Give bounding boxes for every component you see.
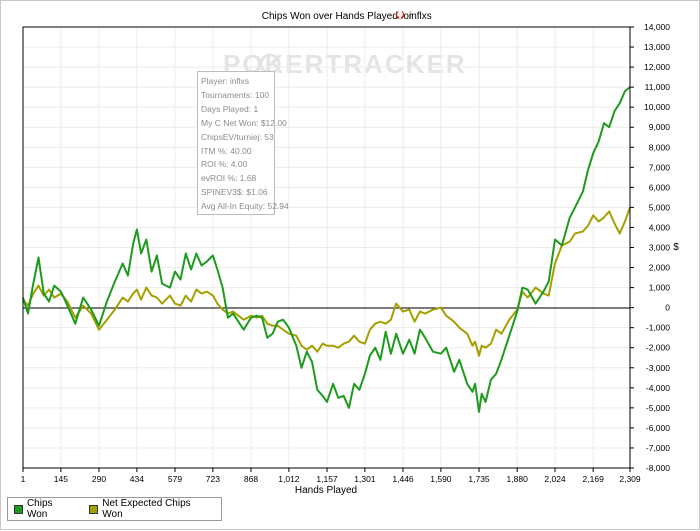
legend-label-chips-won: Chips Won: [26, 498, 53, 520]
x-tick-label: 868: [244, 474, 258, 484]
y-tick-label: 0: [665, 303, 670, 313]
stat-line: My C Net Won: $12.00: [201, 117, 287, 128]
y-axis: 14,000 13,000 12,000 11,000 10,000 9,000 8,000…: [630, 22, 670, 473]
y-tick-label: -7,000: [646, 443, 670, 453]
stat-line: Player: inflxs: [201, 76, 250, 86]
stat-line: Avg All-In Equity: 52.94: [201, 201, 289, 212]
stats-tooltip: Player: inflxs Tournaments: 100 Days Playe…: [197, 71, 289, 215]
stat-line: evROI %: 1.68: [201, 173, 257, 184]
x-axis: 1 145 290 434 579 723 868 1,012 1,157 1,301 1,446 1…: [21, 468, 641, 484]
x-tick-label: 723: [206, 474, 220, 484]
y-tick-label: 8,000: [649, 142, 671, 152]
x-tick-label: 145: [54, 474, 68, 484]
x-tick-label: 290: [92, 474, 106, 484]
y-tick-label: 12,000: [644, 62, 670, 72]
y-tick-label: -6,000: [646, 423, 670, 433]
stat-line: ITM %: 40.00: [201, 145, 252, 156]
series-chips-won-line: [22, 86, 631, 413]
series-net-expected-chips-won-line: [22, 207, 631, 357]
stat-line: Tournaments: 100: [201, 89, 270, 100]
y-tick-label: 11,000: [645, 82, 671, 92]
legend-item-net-expected[interactable]: Net Expected Chips Won: [89, 498, 213, 520]
plot-area-border: [22, 26, 631, 469]
legend: Chips Won Net Expected Chips Won: [7, 497, 222, 521]
y-tick-label: -5,000: [646, 403, 670, 413]
x-tick-label: 2,024: [544, 474, 566, 484]
x-tick-label: 579: [168, 474, 182, 484]
stat-line: ROI %: 4.00: [201, 159, 248, 170]
x-tick-label: 1,735: [468, 474, 490, 484]
x-tick-label: 434: [130, 474, 144, 484]
x-tick-label: 2,309: [619, 474, 641, 484]
y-tick-label: 5,000: [649, 202, 671, 212]
y-tick-label: 1,000: [649, 283, 671, 293]
x-tick-label: 1,880: [507, 474, 529, 484]
legend-label-net-expected: Net Expected Chips Won: [102, 498, 191, 520]
x-tick-label: 1,012: [278, 474, 300, 484]
x-tick-label: 1,446: [392, 474, 414, 484]
y-tick-label: -1,000: [646, 323, 670, 333]
x-tick-label: 2,169: [583, 474, 605, 484]
legend-item-chips-won[interactable]: Chips Won: [14, 498, 75, 520]
chart-title-player: inflxs: [409, 11, 432, 22]
x-tick-label: 1,301: [354, 474, 376, 484]
x-axis-label: Hands Played: [295, 485, 357, 496]
y-tick-label: 10,000: [644, 102, 670, 112]
y-tick-label: -4,000: [646, 383, 670, 393]
x-tick-label: 1,590: [430, 474, 452, 484]
x-tick-label: 1,157: [316, 474, 338, 484]
y-axis-label: $: [673, 242, 679, 253]
legend-swatch-net-expected: [89, 504, 99, 514]
x-tick-label: 1: [21, 474, 26, 484]
y-tick-label: -3,000: [646, 363, 670, 373]
stat-line: SPINEV3$: $1.06: [201, 187, 268, 198]
title-spade-icon: [395, 9, 405, 20]
y-tick-label: 13,000: [644, 42, 670, 52]
y-tick-label: 2,000: [649, 263, 671, 273]
stat-line: ChipsEV/turniej: 53: [201, 131, 274, 142]
y-tick-label: 6,000: [649, 182, 671, 192]
y-tick-label: 4,000: [649, 222, 671, 232]
y-tick-label: 3,000: [649, 243, 671, 253]
y-tick-label: 9,000: [649, 122, 671, 132]
y-tick-label: -8,000: [646, 463, 670, 473]
y-tick-label: -2,000: [646, 343, 670, 353]
chart-title: Chips Won over Hands Played for: [262, 11, 413, 22]
y-tick-label: 14,000: [644, 22, 670, 32]
legend-swatch-chips-won: [14, 504, 23, 514]
y-tick-label: 7,000: [649, 162, 671, 172]
stat-line: Days Played: 1: [201, 103, 259, 114]
